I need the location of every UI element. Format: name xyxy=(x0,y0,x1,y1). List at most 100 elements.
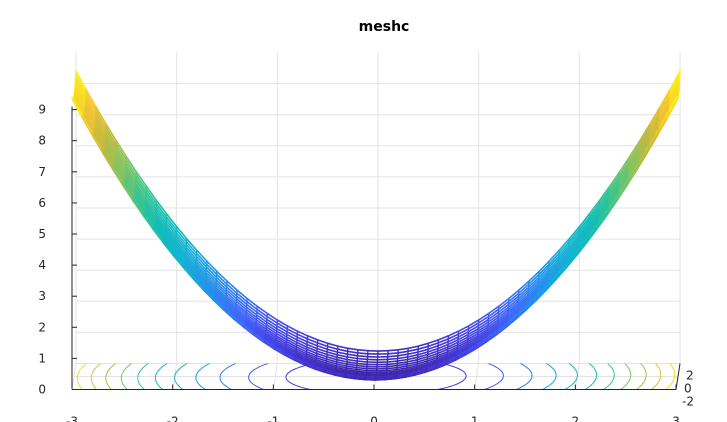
mesh-line xyxy=(668,79,681,99)
mesh-line xyxy=(497,311,509,321)
mesh-line xyxy=(165,224,177,239)
mesh-line xyxy=(274,340,287,349)
mesh-line xyxy=(316,342,329,348)
mesh-line xyxy=(215,284,227,296)
mesh-line xyxy=(255,314,268,323)
contour-line xyxy=(90,363,662,390)
mesh-line xyxy=(345,368,358,373)
mesh-line xyxy=(395,368,408,373)
mesh-line xyxy=(214,296,226,308)
mesh-line xyxy=(245,311,258,321)
x-tick-label: -1 xyxy=(267,415,279,422)
mesh-line xyxy=(105,129,117,148)
mesh-line xyxy=(407,351,419,356)
mesh-line xyxy=(405,369,418,374)
mesh-line xyxy=(527,286,539,298)
x-tick-labels: -3 -2 -1 0 1 2 3 xyxy=(66,384,680,422)
mesh-line xyxy=(254,329,267,339)
mesh-line xyxy=(75,73,87,94)
mesh-line xyxy=(104,141,116,160)
mesh-line xyxy=(264,335,277,344)
mesh-line xyxy=(476,326,489,335)
mesh-line xyxy=(668,81,681,102)
mesh-line xyxy=(134,187,147,204)
mesh-line xyxy=(295,341,308,348)
mesh-line xyxy=(175,237,187,251)
mesh-line xyxy=(326,348,339,353)
mesh-line xyxy=(628,146,641,164)
mesh-line xyxy=(356,360,369,363)
mesh-line xyxy=(557,246,570,260)
mesh-line xyxy=(557,251,570,265)
mesh-line xyxy=(548,249,561,263)
mesh-line xyxy=(306,346,318,352)
mesh-line xyxy=(618,167,630,184)
mesh-line xyxy=(115,146,127,164)
mesh-line xyxy=(658,104,670,124)
contour-line xyxy=(105,363,647,390)
mesh-line xyxy=(275,334,288,343)
mesh-line xyxy=(346,347,359,351)
mesh-line xyxy=(284,349,297,357)
mesh-line xyxy=(205,269,218,281)
mesh-line xyxy=(245,315,257,325)
mesh-line xyxy=(236,289,248,300)
mesh-line xyxy=(386,354,399,358)
mesh-line xyxy=(335,368,347,373)
contour-line xyxy=(76,363,676,390)
mesh-line xyxy=(436,350,449,357)
mesh-line xyxy=(387,348,399,352)
mesh-line xyxy=(517,296,529,307)
mesh-line xyxy=(637,139,650,158)
mesh-line xyxy=(578,213,591,228)
x-grid-line xyxy=(574,52,580,390)
mesh-line xyxy=(547,258,560,271)
mesh-line xyxy=(275,336,288,345)
mesh-line xyxy=(184,255,197,270)
mesh-line xyxy=(226,280,238,291)
mesh-line xyxy=(406,361,419,365)
mesh-line xyxy=(174,241,187,256)
mesh-line xyxy=(597,201,610,218)
mesh-line xyxy=(457,330,470,338)
mesh-line xyxy=(607,187,620,204)
mesh-line xyxy=(185,241,198,255)
mesh-line xyxy=(165,219,178,234)
mesh-line xyxy=(567,241,580,256)
mesh-line xyxy=(144,203,157,220)
mesh-line xyxy=(396,358,409,362)
mesh-line xyxy=(335,369,347,374)
mesh-line xyxy=(154,215,167,231)
mesh-line xyxy=(356,352,369,355)
z-tick-label: 6 xyxy=(38,196,46,210)
mesh-line xyxy=(397,347,410,351)
mesh-line xyxy=(647,124,660,143)
mesh-line xyxy=(145,185,158,202)
mesh-line xyxy=(406,358,419,363)
mesh-line xyxy=(123,178,136,196)
mesh-line xyxy=(648,120,660,139)
mesh-line xyxy=(305,352,318,359)
mesh-line xyxy=(286,328,299,336)
mesh-line xyxy=(75,70,87,91)
mesh-line xyxy=(74,86,86,107)
mesh-line xyxy=(497,303,510,314)
mesh-line xyxy=(195,263,207,276)
mesh-line xyxy=(345,363,358,367)
mesh-line xyxy=(95,112,107,132)
mesh-line xyxy=(144,201,157,218)
mesh-line xyxy=(668,84,681,104)
mesh-line xyxy=(526,292,539,304)
mesh-line xyxy=(518,280,530,291)
mesh-line xyxy=(547,267,559,280)
mesh-line xyxy=(194,270,207,284)
z-tick-label: 1 xyxy=(38,351,46,365)
mesh-line xyxy=(256,305,269,315)
mesh-line xyxy=(437,334,450,341)
mesh-line xyxy=(486,325,499,335)
contour-line xyxy=(137,363,615,390)
mesh-line xyxy=(184,253,197,267)
mesh-line xyxy=(144,208,156,225)
mesh-line xyxy=(668,76,681,97)
mesh-line xyxy=(577,231,590,246)
